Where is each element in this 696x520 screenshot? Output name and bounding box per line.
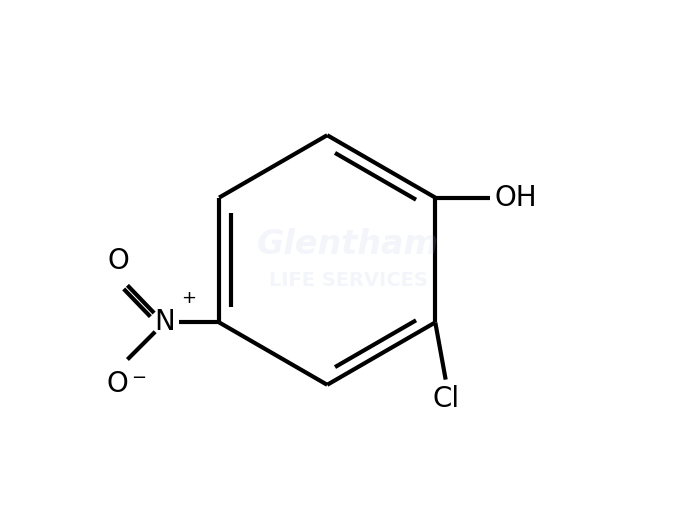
Text: +: + bbox=[181, 289, 196, 307]
Text: Glentham: Glentham bbox=[257, 228, 439, 261]
Text: Cl: Cl bbox=[432, 385, 459, 413]
Text: −: − bbox=[132, 369, 147, 387]
Text: OH: OH bbox=[494, 184, 537, 212]
Text: LIFE SERVICES: LIFE SERVICES bbox=[269, 271, 427, 290]
Text: O: O bbox=[107, 247, 129, 275]
Text: O: O bbox=[106, 370, 128, 398]
Text: N: N bbox=[154, 308, 175, 336]
